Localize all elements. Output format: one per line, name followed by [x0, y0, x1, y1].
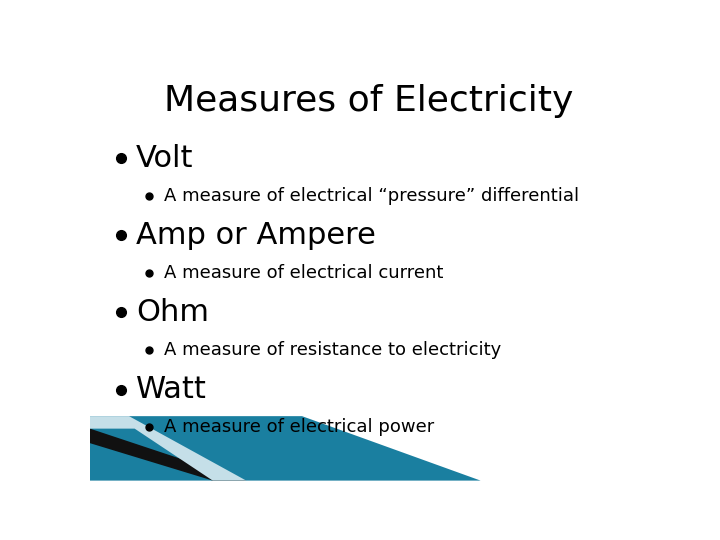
Text: Amp or Ampere: Amp or Ampere [136, 221, 376, 250]
Text: Measures of Electricity: Measures of Electricity [164, 84, 574, 118]
Text: Ohm: Ohm [136, 298, 209, 327]
Text: A measure of electrical power: A measure of electrical power [163, 418, 434, 436]
Text: A measure of electrical “pressure” differential: A measure of electrical “pressure” diffe… [163, 187, 579, 205]
Polygon shape [90, 416, 246, 481]
Text: A measure of resistance to electricity: A measure of resistance to electricity [163, 341, 501, 359]
Text: A measure of electrical current: A measure of electrical current [163, 264, 443, 282]
Polygon shape [90, 416, 481, 481]
Text: Volt: Volt [136, 144, 193, 173]
Text: Watt: Watt [136, 375, 207, 404]
Polygon shape [90, 429, 246, 481]
